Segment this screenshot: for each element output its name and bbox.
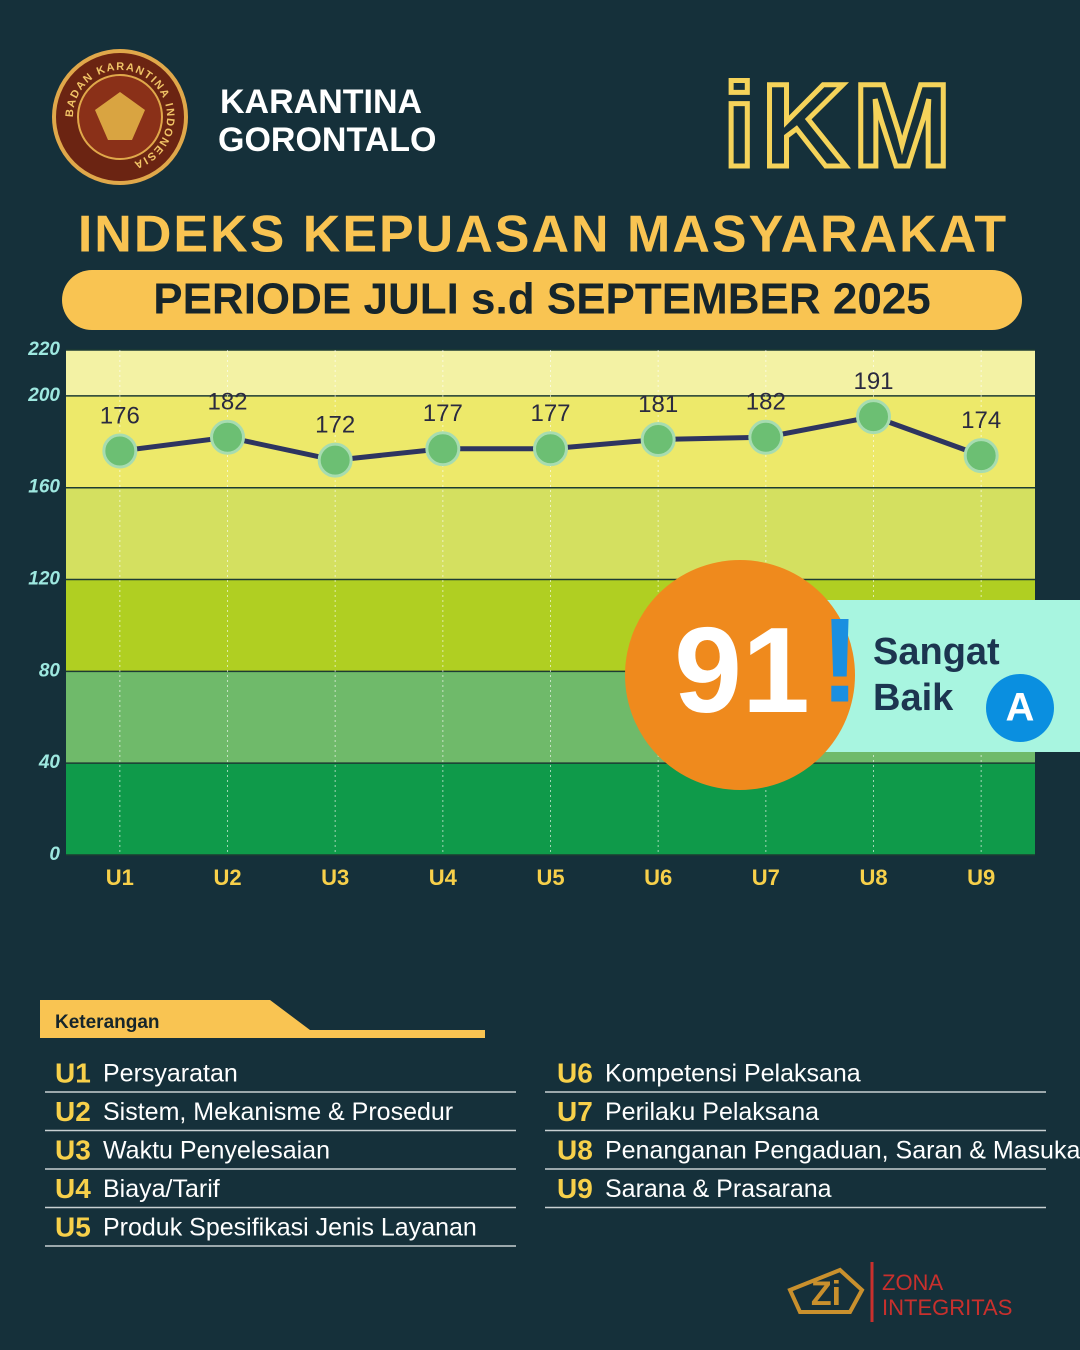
- point: [856, 399, 891, 435]
- badge-circle: [625, 560, 855, 790]
- legend-text: Persyaratan: [103, 1060, 238, 1088]
- x-tick-label: U8: [859, 865, 887, 890]
- legend-code: U7: [557, 1096, 593, 1127]
- y-tick-label: 80: [39, 660, 61, 681]
- x-tick-label: U7: [752, 865, 780, 890]
- footer-brand: INTEGRITAS: [882, 1295, 1012, 1320]
- legend-text: Waktu Penyelesaian: [103, 1137, 330, 1165]
- legend-code: U1: [55, 1057, 91, 1088]
- point: [317, 442, 353, 478]
- value-label: 172: [315, 412, 355, 439]
- legend-code: U8: [557, 1134, 593, 1165]
- legend-code: U6: [557, 1057, 593, 1088]
- legend-title: Keterangan: [55, 1012, 160, 1033]
- x-tick-label: U4: [429, 865, 458, 890]
- logo-emblem: [95, 92, 145, 140]
- badge: 91 ! Sangat Baik A: [625, 560, 1080, 790]
- period: PERIODE JULI s.d SEPTEMBER 2025: [153, 275, 931, 324]
- point: [533, 431, 568, 467]
- title: INDEKS KEPUASAN MASYARAKAT: [78, 206, 1008, 264]
- point: [425, 431, 461, 467]
- legend-text: Kompetensi Pelaksana: [605, 1060, 861, 1088]
- legend-text: Produk Spesifikasi Jenis Layanan: [103, 1214, 477, 1242]
- value-label: 177: [530, 400, 570, 427]
- legend-text: Sistem, Mekanisme & Prosedur: [103, 1098, 453, 1126]
- band: [66, 350, 1035, 396]
- period-pill: [62, 270, 1022, 330]
- legend-text: Penanganan Pengaduan, Saran & Masukan: [605, 1137, 1080, 1165]
- band: [66, 763, 1035, 855]
- point: [102, 433, 138, 469]
- org-line: GORONTALO: [218, 121, 436, 159]
- point: [748, 419, 784, 455]
- y-tick-label: 160: [28, 477, 60, 498]
- value-label: 182: [746, 389, 786, 416]
- footer-logo: [787, 1267, 865, 1314]
- point: [640, 422, 676, 458]
- legend-code: U4: [55, 1173, 91, 1204]
- grade-circle: [986, 674, 1054, 742]
- grade: A: [1006, 686, 1035, 730]
- y-tick-label: 220: [27, 339, 60, 360]
- brand: iKM: [723, 60, 957, 192]
- x-tick-label: U6: [644, 865, 672, 890]
- footer-brand: ZONA: [882, 1270, 943, 1295]
- legend-tab: [40, 1000, 485, 1038]
- badge-mark: !: [820, 594, 860, 728]
- x-tick-label: U1: [106, 865, 134, 890]
- footer-logo-mark: Zi: [811, 1275, 841, 1313]
- y-tick-label: 120: [28, 569, 60, 590]
- y-tick-label: 200: [27, 385, 60, 406]
- badge-label: Baik: [873, 677, 954, 719]
- legend-code: U2: [55, 1096, 91, 1127]
- legend-text: Sarana & Prasarana: [605, 1175, 832, 1203]
- legend-text: Biaya/Tarif: [103, 1175, 220, 1203]
- legend-code: U5: [55, 1211, 91, 1242]
- value-label: 177: [423, 400, 463, 427]
- y-tick-label: 40: [38, 752, 61, 773]
- y-tick-label: 0: [49, 844, 60, 865]
- point: [963, 438, 999, 474]
- badge-label: Sangat: [873, 631, 1000, 673]
- value-label: 191: [853, 368, 893, 395]
- band: [66, 487, 1035, 580]
- chart: 0 40 80 120 160 200 220 U1 U2 U3 U4 U5 U6 U7 U8 U9 176 18…: [27, 339, 1035, 890]
- x-tick-label: U5: [536, 865, 564, 890]
- x-tick-label: U3: [321, 865, 349, 890]
- legend-code: U3: [55, 1134, 91, 1165]
- value-label: 182: [207, 389, 247, 416]
- legend-text: Perilaku Pelaksana: [605, 1098, 819, 1126]
- badge-score: 91: [674, 602, 810, 738]
- value-label: 176: [100, 402, 140, 429]
- value-label: 174: [961, 407, 1001, 434]
- x-tick-label: U2: [213, 865, 241, 890]
- org-line: KARANTINA: [220, 83, 422, 121]
- legend: U1 Persyaratan U2 Sistem, Mekanisme & Prose…: [45, 1057, 1080, 1247]
- legend-code: U9: [557, 1173, 593, 1204]
- value-label: 181: [638, 391, 678, 418]
- x-tick-label: U9: [967, 865, 995, 890]
- point: [210, 419, 245, 455]
